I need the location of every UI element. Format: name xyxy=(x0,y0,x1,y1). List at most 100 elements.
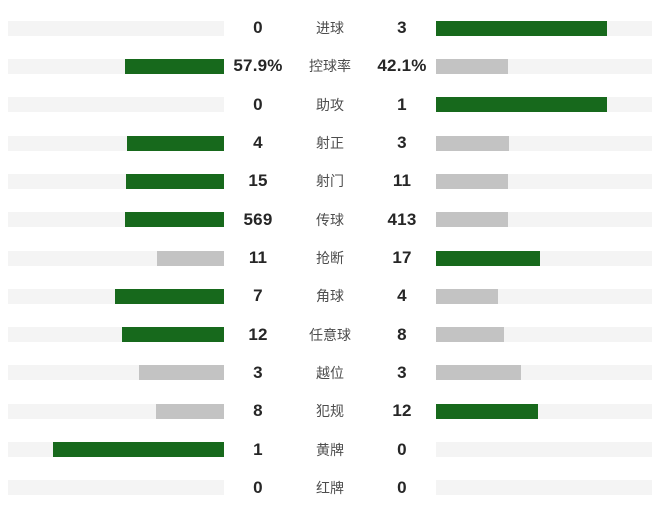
away-bar-track xyxy=(436,250,652,266)
home-bar-track xyxy=(8,288,224,304)
home-value: 4 xyxy=(253,133,263,153)
home-bar xyxy=(125,212,224,228)
home-bar-track xyxy=(8,250,224,266)
stat-label: 角球 xyxy=(316,288,344,305)
stat-row: 0 进球 3 xyxy=(8,9,652,47)
away-bar xyxy=(436,97,607,113)
stat-row: 8 犯规 12 xyxy=(8,392,652,430)
away-bar xyxy=(436,365,522,381)
stat-row: 0 助攻 1 xyxy=(8,86,652,124)
home-value: 0 xyxy=(253,18,263,38)
stat-row: 11 抢断 17 xyxy=(8,239,652,277)
away-bar-track xyxy=(436,58,652,74)
home-bar xyxy=(53,442,224,458)
stat-label: 控球率 xyxy=(309,58,351,75)
home-value: 11 xyxy=(248,248,268,268)
home-bar-track xyxy=(8,403,224,419)
stat-label: 射门 xyxy=(316,173,344,190)
stat-row: 4 射正 3 xyxy=(8,124,652,162)
home-bar-track xyxy=(8,97,224,113)
home-value: 569 xyxy=(243,209,273,229)
home-value: 1 xyxy=(253,439,263,459)
away-bar-track xyxy=(436,97,652,113)
away-bar xyxy=(436,20,607,36)
away-value: 3 xyxy=(397,18,407,38)
away-value: 3 xyxy=(397,133,407,153)
home-bar xyxy=(125,173,224,189)
away-value: 12 xyxy=(392,401,412,421)
home-bar xyxy=(115,288,224,304)
home-bar-track xyxy=(8,442,224,458)
home-value: 3 xyxy=(253,362,263,382)
home-bar xyxy=(121,327,224,343)
away-value: 1 xyxy=(397,94,407,114)
home-value: 7 xyxy=(253,286,263,306)
stat-row: 569 传球 413 xyxy=(8,201,652,239)
away-value: 17 xyxy=(392,248,412,268)
stat-label: 进球 xyxy=(316,20,344,37)
stat-label: 传球 xyxy=(316,211,344,228)
away-bar xyxy=(436,173,509,189)
away-bar-track xyxy=(436,173,652,189)
away-bar-track xyxy=(436,403,652,419)
home-value: 15 xyxy=(248,171,268,191)
away-bar-track xyxy=(436,480,652,496)
stat-label: 红牌 xyxy=(316,479,344,496)
away-bar xyxy=(436,327,505,343)
away-value: 3 xyxy=(397,362,407,382)
home-bar-track xyxy=(8,135,224,151)
home-bar xyxy=(126,135,224,151)
home-bar xyxy=(155,403,224,419)
away-value: 11 xyxy=(392,171,412,191)
home-bar-track xyxy=(8,480,224,496)
home-value: 0 xyxy=(253,94,263,114)
home-value: 57.9% xyxy=(233,56,283,76)
home-value: 12 xyxy=(248,324,268,344)
away-bar xyxy=(436,135,510,151)
stat-row: 57.9% 控球率 42.1% xyxy=(8,47,652,85)
away-bar xyxy=(436,58,508,74)
away-value: 0 xyxy=(397,439,407,459)
away-value: 42.1% xyxy=(377,56,427,76)
away-bar-track xyxy=(436,365,652,381)
stat-label: 越位 xyxy=(316,364,344,381)
stat-row: 0 红牌 0 xyxy=(8,469,652,507)
away-bar-track xyxy=(436,135,652,151)
home-value: 0 xyxy=(253,477,263,497)
home-bar xyxy=(125,58,224,74)
away-bar-track xyxy=(436,212,652,228)
stat-label: 射正 xyxy=(316,135,344,152)
home-bar xyxy=(156,250,224,266)
away-bar-track xyxy=(436,20,652,36)
away-bar-track xyxy=(436,442,652,458)
home-bar-track xyxy=(8,58,224,74)
home-bar-track xyxy=(8,173,224,189)
away-bar-track xyxy=(436,327,652,343)
away-bar xyxy=(436,403,539,419)
away-bar xyxy=(436,250,540,266)
stat-row: 12 任意球 8 xyxy=(8,316,652,354)
stat-label: 任意球 xyxy=(309,326,351,343)
away-value: 413 xyxy=(387,209,417,229)
home-bar xyxy=(138,365,224,381)
stat-label: 助攻 xyxy=(316,96,344,113)
away-bar xyxy=(436,288,499,304)
away-value: 4 xyxy=(397,286,407,306)
stat-row: 7 角球 4 xyxy=(8,277,652,315)
home-value: 8 xyxy=(253,401,263,421)
home-bar-track xyxy=(8,212,224,228)
stat-row: 1 黄牌 0 xyxy=(8,430,652,468)
home-bar-track xyxy=(8,327,224,343)
stat-label: 抢断 xyxy=(316,250,344,267)
away-bar xyxy=(436,212,508,228)
stat-row: 3 越位 3 xyxy=(8,354,652,392)
stat-row: 15 射门 11 xyxy=(8,162,652,200)
away-value: 0 xyxy=(397,477,407,497)
home-bar-track xyxy=(8,365,224,381)
away-bar-track xyxy=(436,288,652,304)
stat-label: 犯规 xyxy=(316,403,344,420)
stat-label: 黄牌 xyxy=(316,441,344,458)
away-value: 8 xyxy=(397,324,407,344)
home-bar-track xyxy=(8,20,224,36)
